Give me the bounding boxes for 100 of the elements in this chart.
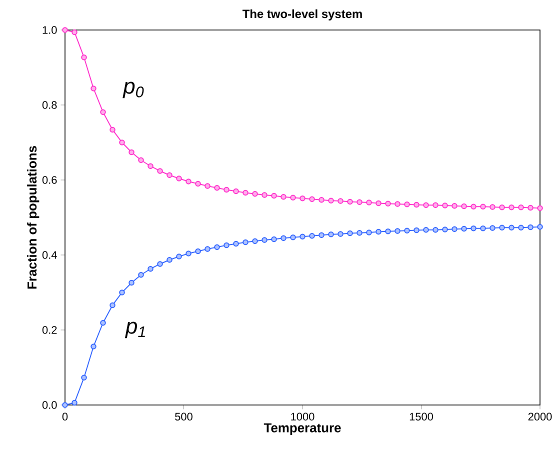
y-tick-label: 1.0 <box>42 26 57 34</box>
point <box>81 54 87 60</box>
point <box>62 402 68 408</box>
point <box>224 186 230 193</box>
point <box>537 205 543 211</box>
point <box>186 250 192 256</box>
point <box>442 226 448 232</box>
point <box>157 168 163 174</box>
point <box>110 302 116 308</box>
point <box>470 225 476 232</box>
point <box>309 232 315 239</box>
point <box>290 194 296 200</box>
point <box>537 224 543 230</box>
point <box>328 231 334 238</box>
x-tick-label: 2000 <box>528 412 552 421</box>
point <box>480 204 486 210</box>
point <box>432 226 438 233</box>
y-tick-label: 0.6 <box>42 176 57 184</box>
point <box>195 248 201 254</box>
point <box>128 280 134 286</box>
point <box>452 202 458 209</box>
point <box>328 198 334 204</box>
point <box>423 202 429 208</box>
point <box>176 176 182 182</box>
y-tick-label: 0.8 <box>42 101 57 109</box>
x-tick-label: 500 <box>175 412 192 421</box>
point <box>81 374 87 380</box>
point <box>271 192 277 199</box>
point <box>309 196 315 202</box>
point <box>280 235 286 241</box>
point <box>204 246 210 252</box>
point <box>214 184 220 191</box>
point <box>233 240 239 247</box>
point <box>72 400 78 406</box>
point <box>432 202 438 208</box>
point <box>414 227 420 234</box>
point <box>271 236 277 242</box>
point <box>394 228 400 234</box>
point <box>252 190 258 197</box>
point <box>262 192 268 198</box>
point <box>318 196 324 203</box>
point <box>176 254 182 260</box>
point <box>528 224 534 230</box>
point <box>394 201 400 207</box>
point <box>110 126 116 133</box>
point <box>138 272 144 278</box>
point <box>90 86 96 92</box>
point <box>166 172 172 178</box>
point <box>338 231 344 237</box>
x-tick-label: 1000 <box>291 412 314 421</box>
point <box>508 204 514 210</box>
point <box>148 266 154 272</box>
point <box>508 224 514 230</box>
point <box>347 230 353 236</box>
point <box>166 256 172 263</box>
point <box>356 199 362 205</box>
point <box>262 237 268 243</box>
point <box>528 204 534 211</box>
point <box>490 204 496 210</box>
point <box>404 228 410 234</box>
point <box>414 202 420 208</box>
point <box>186 178 192 184</box>
chart-title: The two-level system <box>242 9 362 20</box>
point <box>204 183 210 189</box>
point <box>119 290 125 296</box>
point <box>499 204 505 210</box>
point <box>480 225 486 232</box>
point <box>366 200 372 206</box>
point <box>280 194 286 200</box>
point <box>499 224 505 230</box>
y-tick-label: 0.0 <box>42 401 57 409</box>
point <box>233 188 239 194</box>
point <box>356 230 362 236</box>
point <box>385 200 391 206</box>
point <box>290 234 296 240</box>
point <box>300 195 306 202</box>
point <box>376 228 382 235</box>
point <box>366 230 372 236</box>
point <box>300 234 306 240</box>
point <box>119 140 125 146</box>
point <box>148 163 154 169</box>
y-axis-title: Fraction of populations <box>27 146 40 289</box>
x-tick-label: 1500 <box>410 412 433 421</box>
x-tick-label: 0 <box>62 412 68 421</box>
y-tick-label: 0.4 <box>42 251 57 259</box>
x-axis-title: Temperature <box>264 423 341 435</box>
y-tick-label: 0.2 <box>42 326 57 334</box>
point <box>376 200 382 206</box>
point <box>128 149 134 156</box>
point <box>318 232 324 238</box>
point <box>490 225 496 231</box>
annotation: p$_{1}$ <box>124 322 145 338</box>
point <box>442 202 448 208</box>
point <box>338 198 344 204</box>
point <box>470 204 476 210</box>
point <box>518 204 524 210</box>
point <box>157 261 163 267</box>
point <box>252 238 258 244</box>
point <box>385 228 391 234</box>
point <box>214 244 220 250</box>
